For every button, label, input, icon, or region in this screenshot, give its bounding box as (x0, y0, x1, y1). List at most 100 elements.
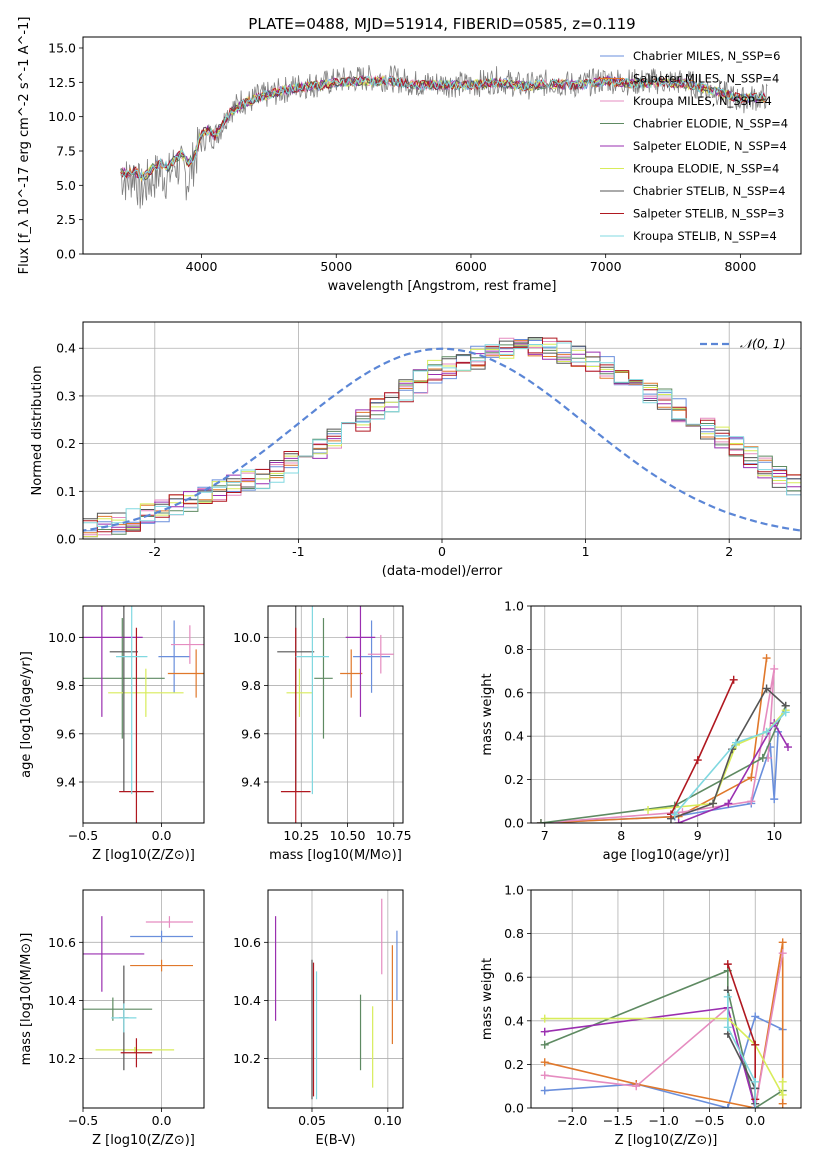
mass-weight-marker (540, 1058, 549, 1067)
mass-weight-marker (747, 797, 756, 806)
mass-weight-line (674, 711, 787, 815)
plot-area (120, 65, 768, 209)
x-tick-label: -2 (149, 544, 161, 559)
x-tick-label: −0.5 (68, 1113, 98, 1128)
x-tick-label: −1.5 (603, 1113, 633, 1128)
mass-weight-marker (762, 684, 771, 693)
y-axis-label: Flux [f_λ 10^-17 erg cm^-2 s^-1 A^-1] (17, 17, 32, 275)
y-tick-label: 9.4 (56, 775, 76, 790)
plot-area (274, 898, 398, 1100)
x-tick-label: 6000 (455, 259, 487, 274)
plot-area (83, 916, 193, 1071)
x-axis-label: wavelength [Angstrom, rest frame] (328, 279, 557, 294)
mass-weight-marker (778, 1099, 787, 1108)
x-tick-label: 0.0 (745, 1113, 765, 1128)
y-tick-label: 1.0 (504, 883, 524, 898)
x-tick-label: 10.25 (283, 828, 319, 843)
x-axis-label: Z [log10(Z/Z⊙)] (615, 1133, 718, 1148)
residual-histogram (83, 342, 801, 527)
x-tick-label: 5000 (320, 259, 352, 274)
y-tick-label: 7.5 (56, 143, 76, 158)
y-tick-label: 10.2 (48, 1051, 76, 1066)
residuals-panel: -2 -1 0 1 2 0.0 0.1 0.2 0.3 0.4 (data-model)/error… (30, 321, 802, 579)
mass-weight-marker (770, 795, 779, 804)
plot-area (83, 337, 801, 538)
mass-weight-line (678, 721, 789, 823)
y-tick-label: 15.0 (48, 40, 76, 55)
x-tick-label: -1 (292, 544, 304, 559)
mass-weight-marker (781, 708, 790, 717)
mass-weight-marker (724, 799, 733, 808)
mass-weight-marker (778, 938, 787, 947)
x-axis-label: mass [log10(M/M⊙)] (269, 848, 402, 863)
mass-weight-marker (540, 1071, 549, 1080)
mass-weight-line (544, 942, 784, 1108)
x-tick-label: 0.0 (152, 828, 172, 843)
legend-label: Chabrier ELODIE, N_SSP=4 (633, 117, 788, 131)
x-axis-label: Z [log10(Z/Z⊙)] (92, 1133, 195, 1148)
y-tick-label: 10.4 (48, 993, 76, 1008)
axes-frame (267, 605, 404, 824)
mass-weight-vs-metallicity-panel: −2.0 −1.5 −1.0 −0.5 0.0 0.0 0.2 0.4 0.6 0.8 1.0 Z [… (480, 883, 802, 1148)
y-tick-label: 0.4 (504, 729, 524, 744)
age-vs-mass-panel: 10.25 10.50 10.75 9.4 9.6 9.8 10.0 mass [log10(… (233, 605, 412, 863)
plot-area (277, 606, 394, 823)
mass-weight-line (540, 705, 787, 823)
mass-weight-line (670, 679, 735, 815)
y-tick-label: 1.0 (504, 599, 524, 614)
y-tick-label: 0.2 (504, 1057, 524, 1072)
mass-weight-marker (770, 664, 779, 673)
mass-weight-marker (778, 1090, 787, 1099)
y-tick-label: 0.6 (504, 970, 524, 985)
axes-frame (82, 605, 205, 824)
y-tick-label: 10.6 (233, 935, 261, 950)
y-tick-label: 0.2 (56, 436, 76, 451)
axes-frame (82, 889, 205, 1109)
y-tick-label: 0.0 (56, 532, 76, 547)
mass-weight-marker (762, 727, 771, 736)
y-tick-label: 0.3 (56, 388, 76, 403)
mass-weight-marker (751, 1104, 760, 1108)
x-axis-label: age [log10(age/yr)] (603, 848, 730, 863)
legend-label: Kroupa STELIB, N_SSP=4 (633, 229, 777, 243)
mass-weight-marker (540, 1086, 549, 1095)
axes-frame (82, 321, 802, 540)
x-tick-label: 0.0 (152, 1113, 172, 1128)
mass-weight-marker (723, 992, 732, 1001)
x-tick-label: −2.0 (557, 1113, 587, 1128)
axes-frame (530, 889, 802, 1109)
mass-weight-line (726, 996, 757, 1108)
x-tick-label: 4000 (186, 259, 218, 274)
x-tick-label: 7 (541, 828, 549, 843)
mass-weight-marker (778, 1077, 787, 1086)
y-axis-label: Normed distribution (30, 366, 45, 496)
mass-weight-marker (674, 819, 683, 823)
figure-title: PLATE=0488, MJD=51914, FIBERID=0585, z=0… (248, 15, 635, 33)
mass-weight-marker (693, 756, 702, 765)
mass-weight-marker (783, 743, 792, 752)
y-tick-label: 0.0 (56, 247, 76, 262)
mass-weight-marker (670, 810, 679, 819)
y-tick-label: 10.0 (48, 630, 76, 645)
x-tick-label: 0 (438, 544, 446, 559)
mass-vs-metallicity-panel: −0.5 0.0 10.2 10.4 10.6 Z [log10(Z/Z⊙)] mass [… (19, 889, 205, 1148)
axes-frame (267, 889, 404, 1109)
plot-area (540, 938, 787, 1108)
mass-weight-marker (723, 960, 732, 969)
x-tick-label: 2 (725, 544, 733, 559)
x-axis-label: Z [log10(Z/Z⊙)] (92, 848, 195, 863)
mass-weight-marker (762, 654, 771, 663)
x-tick-label: 1 (582, 544, 590, 559)
x-tick-label: 10 (766, 828, 782, 843)
residual-histogram (83, 337, 801, 533)
mass-weight-marker (751, 1040, 760, 1049)
x-tick-label: 7000 (590, 259, 622, 274)
axes-frame (530, 605, 802, 824)
mass-weight-marker (709, 799, 718, 808)
x-tick-label: −0.5 (68, 828, 98, 843)
y-tick-label: 10.0 (233, 630, 261, 645)
mass-vs-extinction-panel: 0.05 0.10 10.2 10.4 10.6 E(B-V) (233, 889, 404, 1148)
x-tick-label: 8 (617, 828, 625, 843)
normal-curve (83, 347, 801, 532)
y-tick-label: 0.8 (504, 926, 524, 941)
